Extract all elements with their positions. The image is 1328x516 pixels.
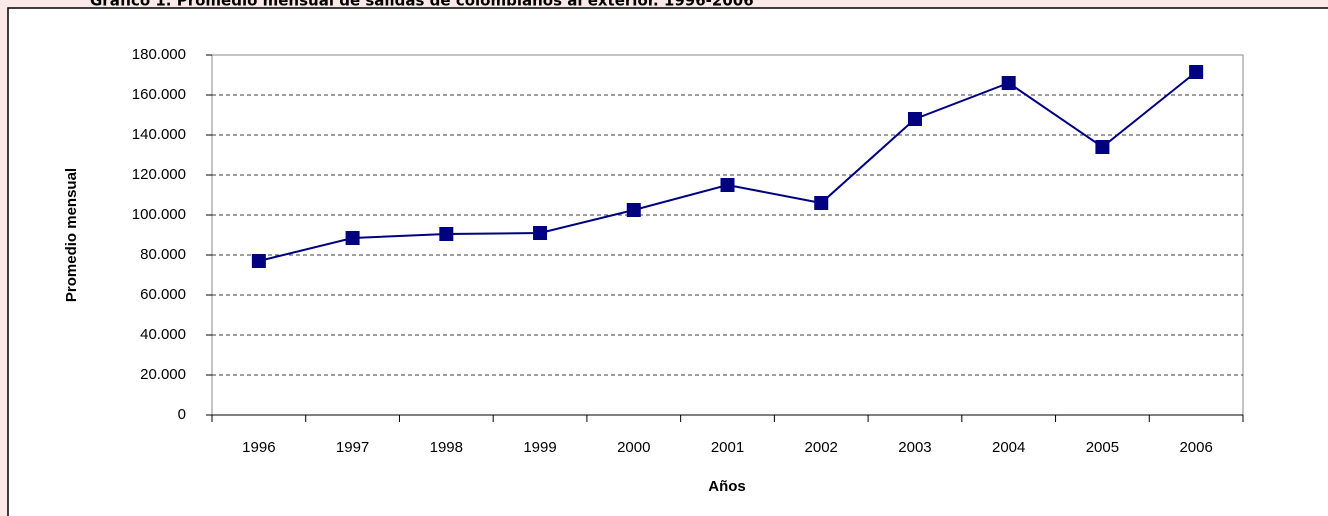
marker (251, 254, 266, 268)
y-tick-label: 140.000 (132, 126, 186, 143)
y-tick-label: 0 (178, 406, 186, 423)
marker (1095, 140, 1110, 154)
x-tick-label: 2004 (992, 439, 1025, 456)
y-tick-label: 40.000 (140, 326, 186, 343)
marker (533, 226, 548, 240)
marker (814, 196, 829, 210)
x-tick-label: 1996 (242, 439, 275, 456)
y-axis-title: Promedio mensual (63, 168, 80, 302)
y-tick-label: 180.000 (132, 46, 186, 63)
x-tick-label: 2003 (898, 439, 931, 456)
marker (720, 178, 735, 192)
chart-frame (7, 7, 1328, 516)
marker (345, 231, 360, 245)
y-tick-label: 60.000 (140, 286, 186, 303)
y-tick-label: 120.000 (132, 166, 186, 183)
x-tick-label: 1999 (523, 439, 556, 456)
marker (439, 227, 454, 241)
x-tick-label: 2005 (1086, 439, 1119, 456)
y-tick-label: 80.000 (140, 246, 186, 263)
y-tick-label: 20.000 (140, 366, 186, 383)
marker (626, 203, 641, 217)
marker (1189, 65, 1204, 79)
x-tick-label: 1998 (430, 439, 463, 456)
y-tick-label: 100.000 (132, 206, 186, 223)
x-tick-label: 2002 (805, 439, 838, 456)
x-tick-label: 2006 (1179, 439, 1212, 456)
marker (907, 112, 922, 126)
x-tick-label: 1997 (336, 439, 369, 456)
marker (1001, 76, 1016, 90)
x-tick-label: 2000 (617, 439, 650, 456)
x-tick-label: 2001 (711, 439, 744, 456)
y-tick-label: 160.000 (132, 86, 186, 103)
chart-title: Gráfico 1. Promedio mensual de salidas d… (90, 0, 754, 10)
x-axis-title: Años (708, 478, 746, 495)
